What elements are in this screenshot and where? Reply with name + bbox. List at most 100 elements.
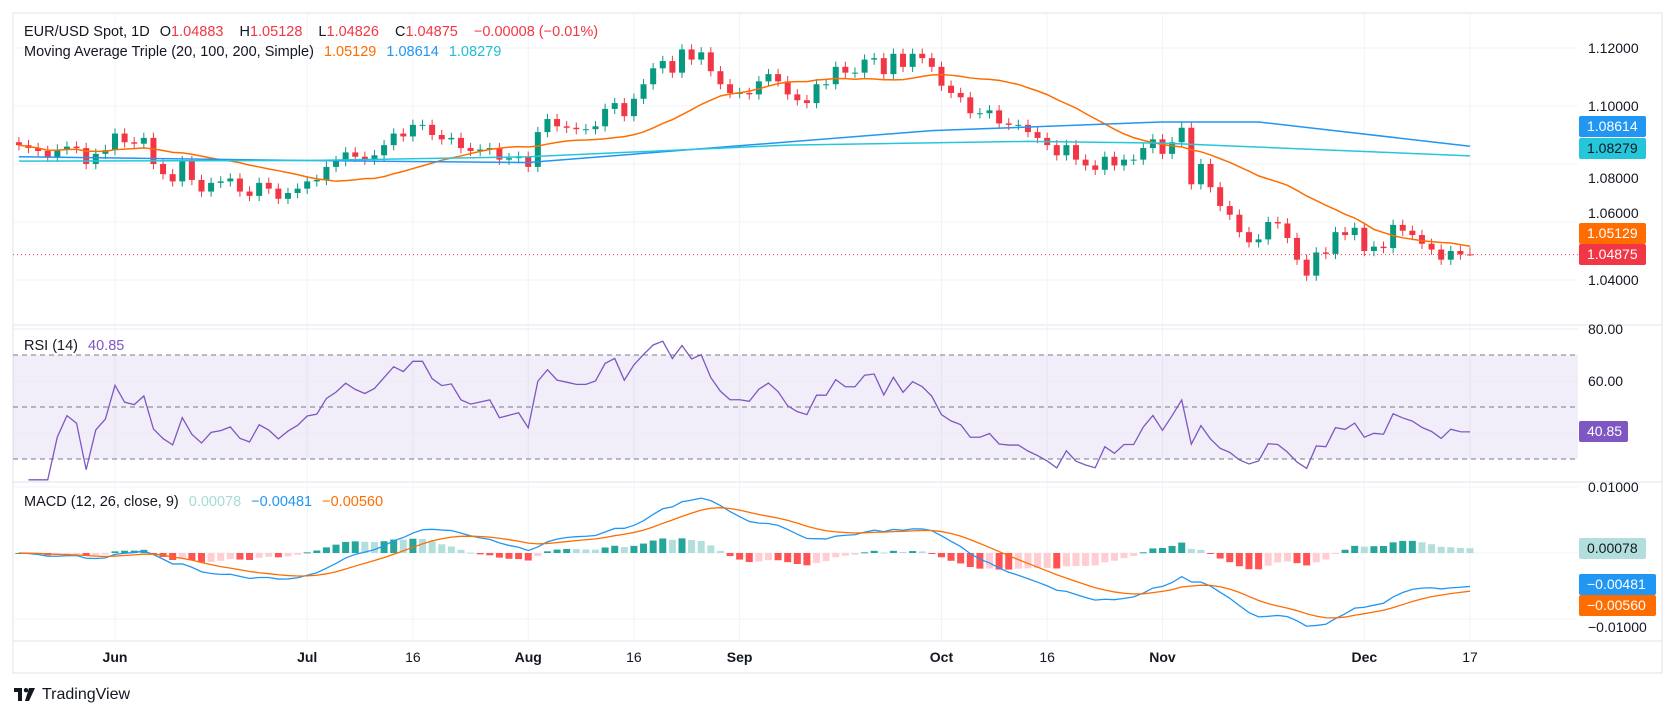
candle-body [150, 137, 157, 164]
macd-histogram-bar [495, 553, 503, 558]
macd-histogram-bar [265, 553, 273, 557]
macd-histogram-bar [476, 553, 484, 555]
macd-histogram-bar [784, 553, 792, 563]
macd-histogram-bar [803, 553, 811, 566]
candle-body [611, 103, 618, 109]
price-axis-label: 1.06000 [1588, 205, 1639, 221]
macd-histogram-bar [1053, 553, 1061, 569]
candle-body [342, 152, 349, 162]
macd-histogram-bar [620, 547, 628, 553]
ma20-line [18, 73, 1471, 247]
rsi-value: 40.85 [88, 338, 125, 354]
symbol-legend: EUR/USD Spot, 1D O1.04883 H1.05128 L1.04… [24, 24, 604, 40]
macd-histogram-bar [1322, 553, 1330, 560]
macd-histogram-bar [659, 538, 667, 553]
candle-body [1092, 165, 1099, 170]
macd-histogram-bar [111, 551, 119, 553]
time-axis-label: Nov [1149, 649, 1176, 665]
macd-histogram-bar [1303, 553, 1311, 566]
macd-histogram-bar [880, 552, 888, 554]
candle-body [582, 129, 589, 131]
macd-histogram-bar [149, 553, 157, 554]
macd-histogram-bar [678, 538, 686, 553]
macd-histogram-bar [1331, 553, 1339, 554]
price-axis-label: 1.12000 [1588, 40, 1639, 56]
candle-body [1361, 227, 1368, 251]
candle-body [1140, 148, 1147, 160]
candle-body [727, 84, 734, 93]
macd-histogram-bar [399, 539, 407, 553]
candle-body [1217, 187, 1224, 207]
ma20-badge: 1.05129 [1579, 223, 1646, 244]
macd-histogram-bar [236, 553, 244, 560]
candle-body [573, 127, 580, 130]
candle-body [160, 164, 167, 175]
candle-body [1121, 159, 1128, 166]
candle-body [1284, 223, 1291, 238]
candle-body [140, 137, 147, 144]
candle-body [957, 92, 964, 98]
macd-histogram-bar [995, 553, 1003, 570]
candle-body [1188, 127, 1195, 185]
candle-body [1101, 156, 1108, 170]
ma100-line [18, 121, 1471, 164]
candle-body [275, 188, 282, 199]
macd-title[interactable]: MACD (12, 26, close, 9) [24, 494, 179, 510]
rsi-axis-label: 60.00 [1588, 373, 1623, 389]
macd-line [18, 497, 1471, 627]
ma-title[interactable]: Moving Average Triple (20, 100, 200, Sim… [24, 44, 314, 60]
ma200-line [18, 140, 1471, 162]
tradingview-logo[interactable]: TradingView [14, 686, 130, 704]
macd-histogram-bar [726, 553, 734, 557]
candle-body [371, 155, 378, 160]
macd-histogram-bar [1168, 545, 1176, 553]
candle-body [1332, 232, 1339, 254]
macd-histogram-bar [1456, 547, 1464, 553]
macd-histogram-bar [764, 553, 772, 561]
rsi-axis-label: 80.00 [1588, 321, 1623, 337]
candle-body [678, 49, 685, 73]
candle-body [688, 49, 695, 60]
rsi-title[interactable]: RSI (14) [24, 338, 78, 354]
macd-histogram-bar [409, 538, 417, 553]
macd-histogram-bar [1043, 553, 1051, 568]
macd-histogram-bar [592, 549, 599, 553]
macd-histogram-bar [207, 553, 215, 562]
candle-body [630, 98, 637, 117]
candle-body [765, 74, 772, 82]
ma200-badge: 1.08279 [1579, 138, 1646, 159]
macd-histogram-bar [1091, 553, 1099, 566]
macd-histogram-bar [1380, 545, 1388, 553]
candle-body [938, 66, 945, 86]
candle-body [1447, 251, 1454, 260]
macd-histogram-bar [447, 546, 455, 553]
candle-body [1467, 254, 1474, 256]
macd-histogram-bar [1178, 542, 1186, 553]
macd-histogram-bar [774, 553, 782, 561]
candle-body [1409, 230, 1416, 236]
candle-body [179, 161, 186, 182]
macd-histogram-bar [1101, 553, 1109, 563]
macd-histogram-bar [82, 553, 90, 556]
candle-body [592, 126, 599, 130]
candle-body [1274, 222, 1281, 224]
candle-body [438, 135, 445, 140]
candle-body [717, 71, 724, 85]
candle-body [1245, 232, 1252, 243]
macd-histogram-bar [1005, 553, 1013, 570]
candle-body [361, 156, 368, 160]
macd-signal-line [18, 507, 1471, 619]
macd-histogram-bar [553, 549, 561, 553]
macd-hist-value: 0.00078 [188, 494, 242, 510]
macd-histogram-bar [505, 553, 513, 559]
macd-hist-badge: 0.00078 [1579, 538, 1646, 559]
macd-histogram-bar [284, 553, 292, 557]
macd-histogram-bar [889, 550, 897, 553]
candle-body [784, 81, 791, 95]
symbol-title[interactable]: EUR/USD Spot, 1D [24, 24, 150, 40]
macd-histogram-bar [303, 552, 311, 554]
candle-body [1207, 164, 1214, 188]
chart-frame [12, 12, 1663, 674]
rsi-legend: RSI (14) 40.85 [24, 338, 130, 354]
